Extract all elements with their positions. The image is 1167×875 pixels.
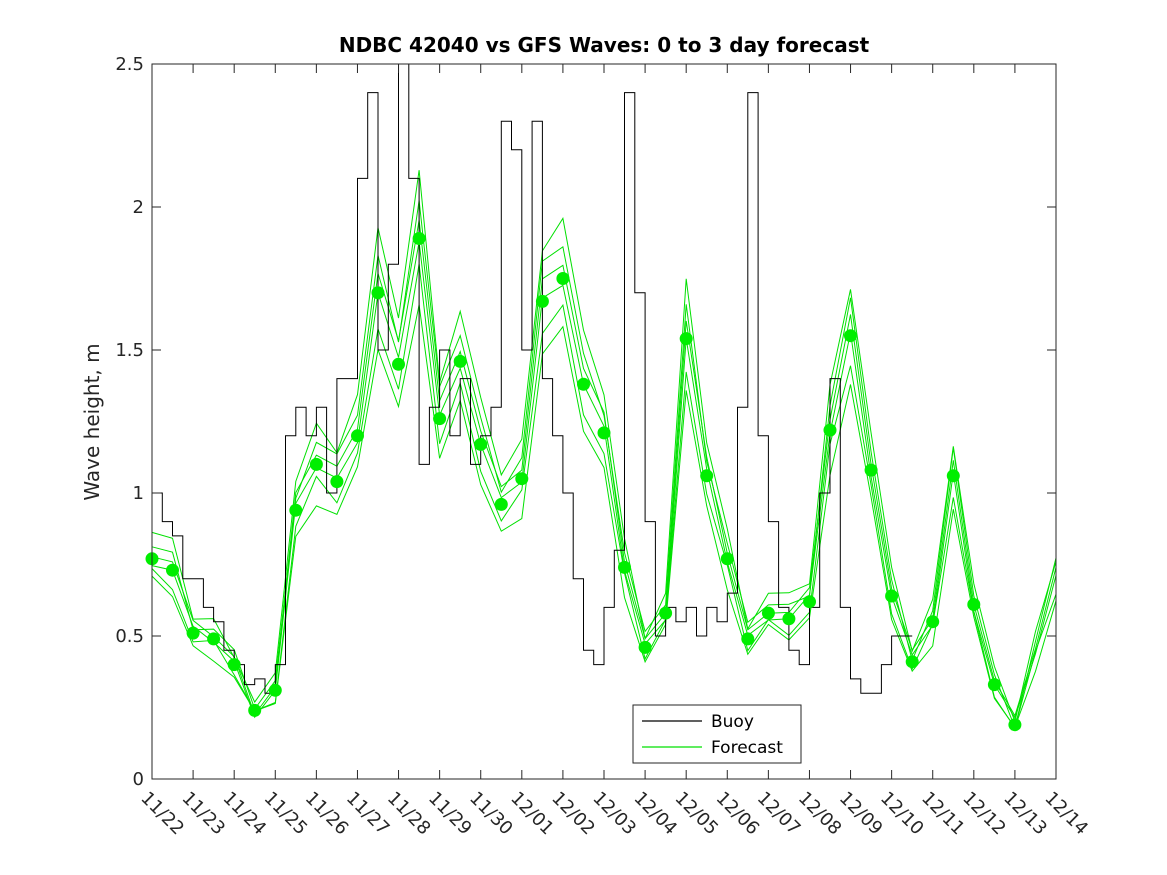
forecast-marker — [761, 606, 775, 620]
forecast-marker — [700, 469, 714, 483]
y-tick-label: 1 — [133, 483, 144, 504]
forecast-marker — [371, 286, 385, 300]
forecast-marker — [720, 552, 734, 566]
forecast-marker — [577, 377, 590, 391]
y-tick-label: 0 — [133, 769, 144, 790]
forecast-marker — [618, 560, 631, 574]
y-axis-label: Wave height, m — [80, 343, 104, 500]
plot-frame — [151, 63, 1057, 780]
forecast-marker — [351, 429, 364, 443]
legend-buoy-label: Buoy — [711, 712, 754, 732]
forecast-marker — [1008, 718, 1022, 732]
y-tick-label: 2.5 — [115, 54, 144, 75]
forecast-marker — [227, 658, 241, 672]
forecast-marker — [515, 472, 529, 486]
forecast-marker — [268, 683, 282, 697]
forecast-marker — [659, 606, 673, 620]
forecast-marker — [905, 655, 919, 669]
forecast-marker — [946, 469, 960, 483]
y-tick-label: 1.5 — [115, 340, 144, 361]
forecast-marker — [782, 612, 796, 626]
forecast-marker — [803, 595, 816, 609]
forecast-marker — [186, 626, 200, 640]
forecast-marker — [556, 272, 570, 285]
forecast-line — [151, 304, 1057, 729]
forecast-marker — [638, 640, 652, 654]
y-tick-label: 0.5 — [115, 626, 144, 647]
forecast-marker — [864, 463, 878, 477]
forecast-marker — [309, 457, 323, 471]
forecast-marker — [392, 357, 405, 371]
forecast-marker — [926, 615, 940, 629]
forecast-marker — [453, 354, 467, 368]
forecast-marker — [433, 412, 447, 426]
forecast-marker — [679, 332, 693, 346]
forecast-marker — [823, 423, 837, 437]
forecast-marker — [967, 598, 981, 611]
forecast-line — [151, 220, 1057, 717]
plot-area — [152, 64, 1056, 779]
y-tick-label: 2 — [133, 197, 144, 218]
forecast-marker — [166, 563, 179, 577]
forecast-marker — [474, 437, 488, 451]
forecast-marker — [597, 426, 611, 440]
forecast-line — [151, 170, 1057, 724]
forecast-marker — [741, 632, 755, 646]
buoy-line — [152, 63, 913, 694]
legend-forecast-label: Forecast — [711, 738, 783, 758]
forecast-marker — [412, 232, 426, 245]
forecast-marker — [987, 678, 1001, 692]
forecast-marker — [207, 632, 221, 646]
forecast-marker — [289, 503, 303, 517]
forecast-marker — [494, 497, 508, 511]
forecast-marker — [885, 589, 899, 603]
forecast-marker — [248, 703, 262, 717]
forecast-marker — [535, 294, 549, 308]
chart-title: NDBC 42040 vs GFS Waves: 0 to 3 day fore… — [339, 33, 870, 57]
legend: Buoy Forecast — [632, 704, 802, 764]
forecast-marker — [330, 475, 344, 489]
forecast-line — [151, 263, 1057, 730]
legend-box — [632, 704, 802, 764]
forecast-marker — [844, 329, 857, 343]
